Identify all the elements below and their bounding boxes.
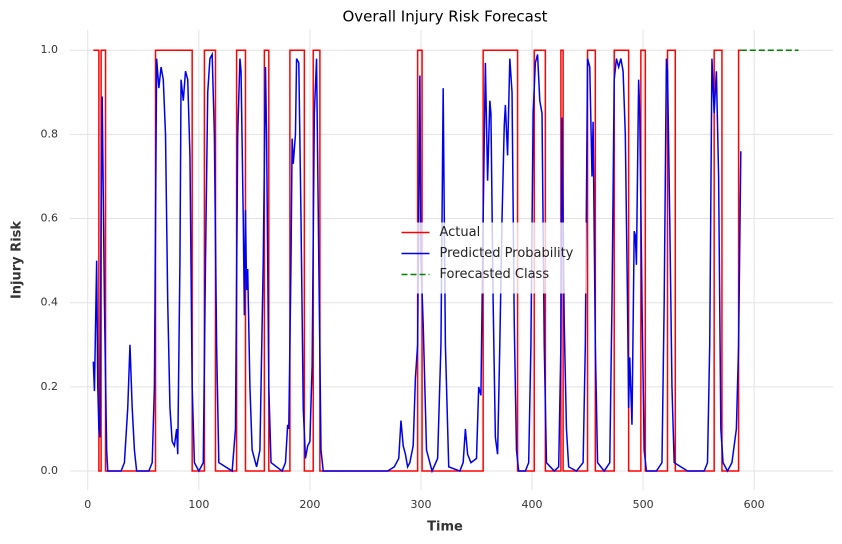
x-tick-label: 600 — [744, 498, 765, 511]
legend-label: Forecasted Class — [440, 267, 550, 282]
y-tick-label: 1.0 — [41, 43, 59, 56]
y-axis-label: Injury Risk — [10, 221, 25, 299]
legend: Actual Predicted Probability Forecasted Cl… — [396, 222, 587, 294]
x-tick-label: 500 — [633, 498, 654, 511]
x-tick-label: 100 — [188, 498, 209, 511]
y-tick-label: 0.2 — [41, 380, 59, 393]
y-tick-label: 0.0 — [41, 464, 59, 477]
x-tick-label: 0 — [84, 498, 91, 511]
x-tick-label: 300 — [410, 498, 431, 511]
series-line — [92, 51, 742, 474]
y-tick-label: 0.6 — [41, 212, 59, 225]
x-tick-label: 400 — [522, 498, 543, 511]
legend-label: Predicted Probability — [440, 246, 574, 261]
x-axis-label: Time — [427, 520, 463, 535]
legend-label: Actual — [440, 225, 481, 240]
x-tick-label: 200 — [299, 498, 320, 511]
series-line — [93, 49, 741, 472]
y-tick-label: 0.8 — [41, 127, 59, 140]
y-tick-label: 0.4 — [41, 296, 59, 309]
legend-box — [396, 222, 587, 294]
chart-title: Overall Injury Risk Forecast — [342, 8, 547, 26]
